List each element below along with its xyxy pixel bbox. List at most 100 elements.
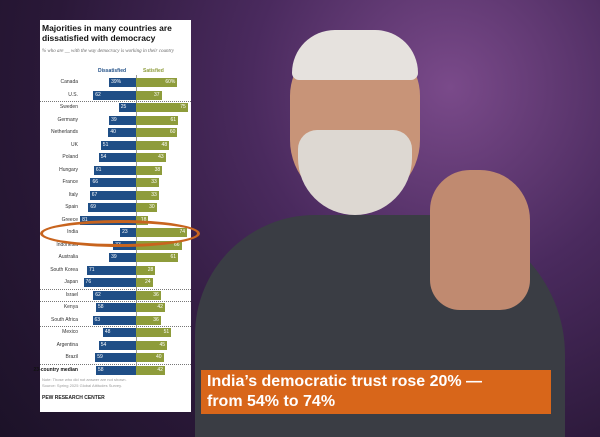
bar-satisfied: 51 xyxy=(136,328,172,337)
country-label: Hungary xyxy=(59,166,78,173)
country-label: France xyxy=(62,179,78,185)
bar-dissatisfied: 48 xyxy=(102,328,136,337)
bar-row: Australia 39 61 xyxy=(40,253,191,263)
speaker-hand xyxy=(430,170,530,310)
country-label: Sweden xyxy=(59,104,78,110)
chart-credit: PEW RESEARCH CENTER xyxy=(42,395,105,401)
country-label: 23-country median xyxy=(33,366,78,373)
group-separator xyxy=(40,363,191,365)
country-label: Canada xyxy=(60,79,78,85)
speaker-beard xyxy=(298,130,412,215)
bar-row: Japan 76 24 xyxy=(40,278,191,288)
bar-row: Netherlands 40 60 xyxy=(40,128,191,138)
bar-row: Sweden 25 75 xyxy=(40,103,191,113)
country-label: Argentina xyxy=(56,341,78,348)
bar-dissatisfied: 58 xyxy=(95,365,136,375)
bar-satisfied: 61 xyxy=(136,253,179,262)
country-label: Germany xyxy=(57,116,78,123)
country-label: Kenya xyxy=(63,304,78,310)
bar-dissatisfied: 40 xyxy=(108,128,136,137)
country-label: Australia xyxy=(58,254,78,260)
bar-row: Israel 62 36 xyxy=(40,290,191,301)
bar-dissatisfied: 63 xyxy=(92,315,136,325)
country-label: Spain xyxy=(65,204,78,210)
bar-satisfied: 24 xyxy=(136,278,153,287)
bar-satisfied: 60% xyxy=(136,78,178,87)
bar-row: Argentina 54 45 xyxy=(40,340,191,351)
country-label: South Africa xyxy=(51,316,78,323)
bar-row: South Korea 71 28 xyxy=(40,265,191,276)
bar-satisfied: 36 xyxy=(136,290,161,300)
bar-satisfied: 33 xyxy=(136,178,159,187)
bar-satisfied: 42 xyxy=(136,365,165,375)
bar-dissatisfied: 51 xyxy=(100,140,136,150)
bar-dissatisfied: 62 xyxy=(93,90,136,100)
caption-line-2: from 54% to 74% xyxy=(207,393,336,410)
country-label: Brazil xyxy=(65,354,78,360)
bar-satisfied: 42 xyxy=(136,303,165,312)
bar-satisfied: 28 xyxy=(136,265,156,275)
bar-row: Germany 39 61 xyxy=(40,115,191,126)
bar-row: South Africa 63 36 xyxy=(40,315,191,326)
bar-dissatisfied: 66 xyxy=(90,178,136,187)
group-separator xyxy=(40,288,191,290)
bar-dissatisfied: 67 xyxy=(89,190,136,200)
bar-dissatisfied: 58 xyxy=(95,303,136,312)
group-separator xyxy=(40,101,191,102)
bar-satisfied: 45 xyxy=(136,340,168,350)
country-label: Italy xyxy=(68,191,78,198)
india-highlight-ellipse xyxy=(40,220,200,247)
bar-dissatisfied: 59 xyxy=(95,353,136,362)
bar-satisfied: 43 xyxy=(136,153,166,162)
bar-row: Brazil 59 40 xyxy=(40,353,191,363)
bar-satisfied: 61 xyxy=(136,115,179,125)
bar-row: France 66 33 xyxy=(40,178,191,188)
bar-row: Poland 54 43 xyxy=(40,153,191,163)
bar-row: Hungary 61 38 xyxy=(40,165,191,176)
country-label: Israel xyxy=(65,291,78,298)
bar-row: Mexico 48 51 xyxy=(40,328,191,338)
bar-satisfied: 38 xyxy=(136,165,163,175)
caption-banner: India’s democratic trust rose 20% — from… xyxy=(201,370,551,414)
bar-dissatisfied: 39 xyxy=(109,115,136,125)
bar-dissatisfied: 39% xyxy=(109,78,136,87)
bar-dissatisfied: 61 xyxy=(93,165,136,175)
bar-dissatisfied: 71 xyxy=(87,265,136,275)
bar-satisfied: 48 xyxy=(136,140,170,150)
bar-dissatisfied: 54 xyxy=(98,153,136,162)
country-label: U.S. xyxy=(68,91,78,98)
bar-dissatisfied: 62 xyxy=(93,290,136,300)
chart-note: Note: Those who did not answer are not s… xyxy=(42,377,127,388)
country-label: Mexico xyxy=(62,329,78,335)
bar-row: U.S. 62 37 xyxy=(40,90,191,101)
bar-satisfied: 30 xyxy=(136,203,157,212)
bar-dissatisfied: 39 xyxy=(109,253,136,262)
bar-dissatisfied: 76 xyxy=(83,278,136,287)
bar-dissatisfied: 25 xyxy=(118,103,136,112)
pew-chart: Majorities in many countries are dissati… xyxy=(34,20,191,412)
chart-subtitle: % who are __ with the way democracy is w… xyxy=(42,49,175,54)
speaker-hair xyxy=(292,30,418,80)
bar-row: Italy 67 33 xyxy=(40,190,191,201)
country-label: Netherlands xyxy=(51,129,78,135)
bar-satisfied: 60 xyxy=(136,128,178,137)
country-label: Poland xyxy=(62,154,78,160)
bar-row: Spain 69 30 xyxy=(40,203,191,213)
bar-row: Kenya 58 42 xyxy=(40,303,191,313)
bar-dissatisfied: 69 xyxy=(88,203,136,212)
group-separator xyxy=(40,301,191,302)
country-label: Japan xyxy=(64,279,78,285)
legend-satisfied: Satisfied xyxy=(143,68,164,74)
bar-satisfied: 75 xyxy=(136,103,188,112)
bar-satisfied: 40 xyxy=(136,353,164,362)
bar-satisfied: 37 xyxy=(136,90,162,100)
bar-row: Canada 39% 60% xyxy=(40,78,191,88)
bar-satisfied: 36 xyxy=(136,315,161,325)
caption-line-1: India’s democratic trust rose 20% — xyxy=(207,373,483,390)
country-label: South Korea xyxy=(50,266,78,273)
chart-title: Majorities in many countries are dissati… xyxy=(42,23,172,43)
country-label: Indonesia xyxy=(56,241,78,248)
country-label: Greece xyxy=(61,216,78,223)
bar-row: 23-country median 58 42 xyxy=(34,365,191,376)
group-separator xyxy=(40,326,191,327)
